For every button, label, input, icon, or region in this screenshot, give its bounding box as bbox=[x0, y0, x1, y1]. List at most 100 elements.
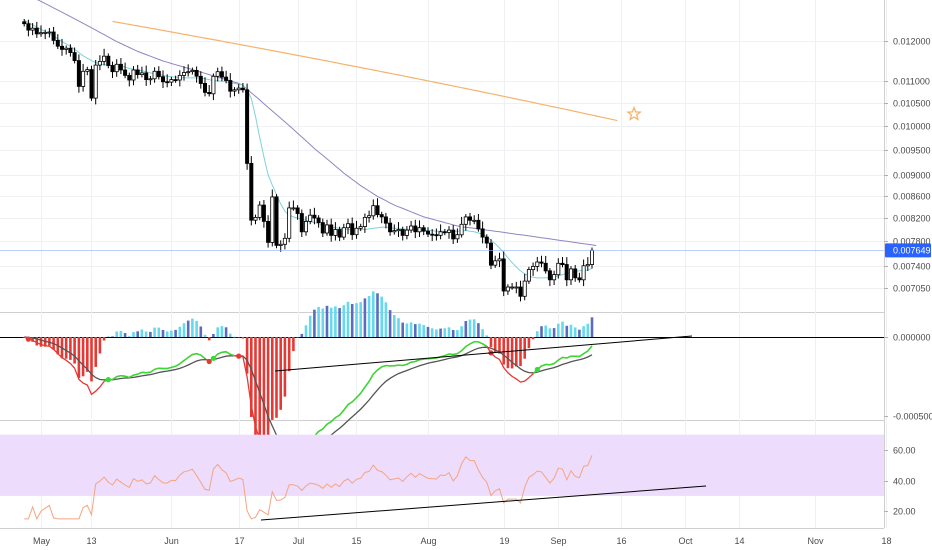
macd-up-segment bbox=[326, 421, 332, 425]
macd-histogram-bar bbox=[493, 337, 497, 353]
macd-histogram-bar bbox=[472, 319, 476, 337]
candle bbox=[39, 25, 44, 37]
candle bbox=[123, 62, 128, 79]
candle-body bbox=[85, 69, 90, 72]
candle bbox=[60, 38, 65, 56]
macd-histogram-bar bbox=[414, 324, 417, 337]
x-tick-label: 17 bbox=[234, 536, 244, 546]
candle bbox=[484, 234, 489, 249]
ma-mid-line bbox=[37, 0, 597, 246]
candle bbox=[64, 45, 69, 55]
candle bbox=[375, 198, 380, 218]
candle bbox=[539, 255, 544, 268]
macd-histogram-bar bbox=[586, 323, 590, 337]
candle bbox=[177, 70, 182, 87]
candle bbox=[118, 58, 123, 74]
candle bbox=[463, 214, 468, 231]
macd-histogram-bar bbox=[460, 326, 463, 337]
candle bbox=[303, 216, 308, 236]
candle bbox=[194, 66, 199, 83]
macd-up-segment bbox=[406, 361, 412, 365]
candle bbox=[488, 239, 493, 270]
macd-histogram-bar bbox=[582, 326, 585, 337]
candle-body bbox=[224, 76, 229, 81]
price-tick-label: 0.010500 bbox=[893, 99, 931, 109]
macd-up-segment bbox=[128, 374, 134, 379]
macd-histogram-bar bbox=[485, 335, 489, 337]
macd-histogram-bar bbox=[502, 337, 505, 365]
macd-up-segment bbox=[343, 404, 349, 411]
candle-body bbox=[102, 55, 107, 62]
x-tick-label: Aug bbox=[420, 536, 436, 546]
macd-histogram-bar bbox=[199, 326, 203, 337]
macd-histogram-bar bbox=[447, 327, 451, 337]
macd-histogram-bar bbox=[165, 331, 169, 337]
candle-body bbox=[110, 65, 115, 73]
macd-histogram-bar bbox=[161, 330, 165, 337]
candle bbox=[240, 83, 245, 93]
candle-body bbox=[585, 264, 590, 267]
macd-histogram-bar bbox=[372, 291, 375, 337]
candle-body bbox=[505, 286, 510, 292]
candle bbox=[198, 71, 203, 89]
macd-histogram-bar bbox=[325, 305, 329, 337]
macd-histogram-bar bbox=[464, 321, 468, 337]
macd-up-segment bbox=[444, 353, 450, 357]
macd-up-segment bbox=[192, 352, 197, 356]
candle bbox=[51, 26, 56, 45]
macd-histogram-bar bbox=[342, 305, 346, 337]
candle-body bbox=[93, 64, 98, 99]
macd-up-segment bbox=[469, 341, 475, 345]
macd-up-segment bbox=[154, 367, 159, 371]
candle-body bbox=[337, 229, 342, 238]
macd-cross-dot bbox=[534, 366, 540, 373]
candle-body bbox=[531, 265, 536, 270]
macd-histogram-bar bbox=[35, 337, 39, 346]
price-tick-label: 0.007800 bbox=[893, 237, 931, 247]
macd-histogram-bar bbox=[481, 329, 484, 337]
macd-histogram-bar bbox=[405, 323, 409, 337]
macd-up-segment bbox=[453, 352, 458, 356]
candle bbox=[379, 211, 384, 224]
macd-up-segment bbox=[116, 374, 122, 378]
macd-up-segment bbox=[419, 358, 424, 361]
candle bbox=[543, 255, 548, 274]
candle bbox=[505, 284, 510, 295]
candle bbox=[312, 207, 317, 225]
candle-body bbox=[493, 260, 498, 266]
macd-up-segment bbox=[175, 363, 181, 367]
rsi-panel: 60.00 40.00 20.00 bbox=[0, 434, 916, 521]
macd-up-segment bbox=[587, 345, 593, 352]
candle-body bbox=[148, 78, 153, 81]
candle bbox=[417, 220, 422, 237]
candle bbox=[472, 215, 477, 225]
macd-histogram-bar bbox=[321, 308, 325, 337]
candle-body bbox=[329, 224, 334, 236]
candle-body bbox=[89, 69, 94, 99]
candle bbox=[287, 201, 292, 243]
macd-histogram-bar bbox=[279, 337, 282, 410]
price-tick-label: 0.008200 bbox=[893, 214, 931, 224]
macd-up-segment bbox=[196, 352, 202, 356]
candle-body bbox=[97, 61, 102, 66]
x-tick-label: 19 bbox=[499, 536, 509, 546]
ma-slow-line bbox=[112, 20, 618, 122]
macd-up-segment bbox=[330, 417, 336, 423]
candle bbox=[392, 224, 397, 235]
candle-body bbox=[358, 226, 363, 229]
candle bbox=[358, 223, 363, 232]
candle-body bbox=[560, 262, 565, 265]
candle-body bbox=[467, 216, 472, 221]
price-tick-label: 0.007050 bbox=[893, 284, 931, 294]
candle bbox=[442, 229, 447, 236]
macd-histogram-bar bbox=[86, 337, 89, 372]
candle-body bbox=[564, 264, 569, 281]
macd-up-segment bbox=[355, 392, 362, 399]
candle bbox=[81, 63, 86, 92]
candle bbox=[493, 255, 498, 268]
candle bbox=[350, 217, 355, 240]
macd-up-segment bbox=[351, 397, 358, 403]
x-tick-label: 13 bbox=[86, 536, 96, 546]
macd-histogram-bar bbox=[477, 323, 480, 337]
candle-body bbox=[476, 219, 481, 230]
